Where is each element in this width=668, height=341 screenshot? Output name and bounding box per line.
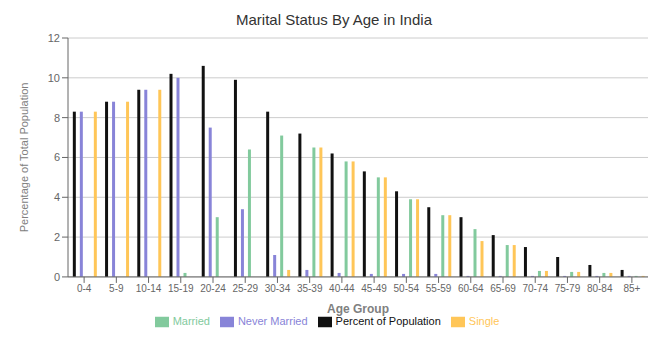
svg-text:70-74: 70-74 (522, 283, 548, 294)
svg-text:80-84: 80-84 (587, 283, 613, 294)
svg-text:Percentage of Total Population: Percentage of Total Population (18, 83, 30, 233)
html-text:Never Married: Never Married (237, 314, 308, 327)
svg-text:30-34: 30-34 (265, 283, 291, 294)
html-text:Single: Single (468, 314, 500, 327)
svg-text:4: 4 (54, 191, 60, 203)
svg-text:0: 0 (54, 271, 60, 283)
svg-text:6: 6 (54, 151, 60, 163)
svg-text:10-14: 10-14 (136, 283, 162, 294)
svg-text:45-49: 45-49 (361, 283, 387, 294)
svg-text:5-9: 5-9 (109, 283, 124, 294)
svg-text:2: 2 (54, 231, 60, 243)
html-text:Marital Status By Age in India: Marital Status By Age in India (236, 11, 432, 28)
svg-text:12: 12 (48, 32, 60, 44)
svg-text:50-54: 50-54 (394, 283, 420, 294)
svg-text:Age Group: Age Group (327, 302, 389, 316)
svg-text:65-69: 65-69 (490, 283, 516, 294)
html-text:Percent of Population: Percent of Population (335, 314, 441, 327)
svg-text:85+: 85+ (623, 283, 640, 294)
svg-text:0-4: 0-4 (77, 283, 92, 294)
svg-text:60-64: 60-64 (458, 283, 484, 294)
svg-text:20-24: 20-24 (200, 283, 226, 294)
svg-text:40-44: 40-44 (329, 283, 355, 294)
svg-text:15-19: 15-19 (168, 283, 194, 294)
svg-text:35-39: 35-39 (297, 283, 323, 294)
svg-text:55-59: 55-59 (426, 283, 452, 294)
svg-text:75-79: 75-79 (555, 283, 581, 294)
svg-text:25-29: 25-29 (232, 283, 258, 294)
svg-text:8: 8 (54, 112, 60, 124)
svg-text:10: 10 (48, 72, 60, 84)
html-text:Married: Married (172, 314, 210, 327)
